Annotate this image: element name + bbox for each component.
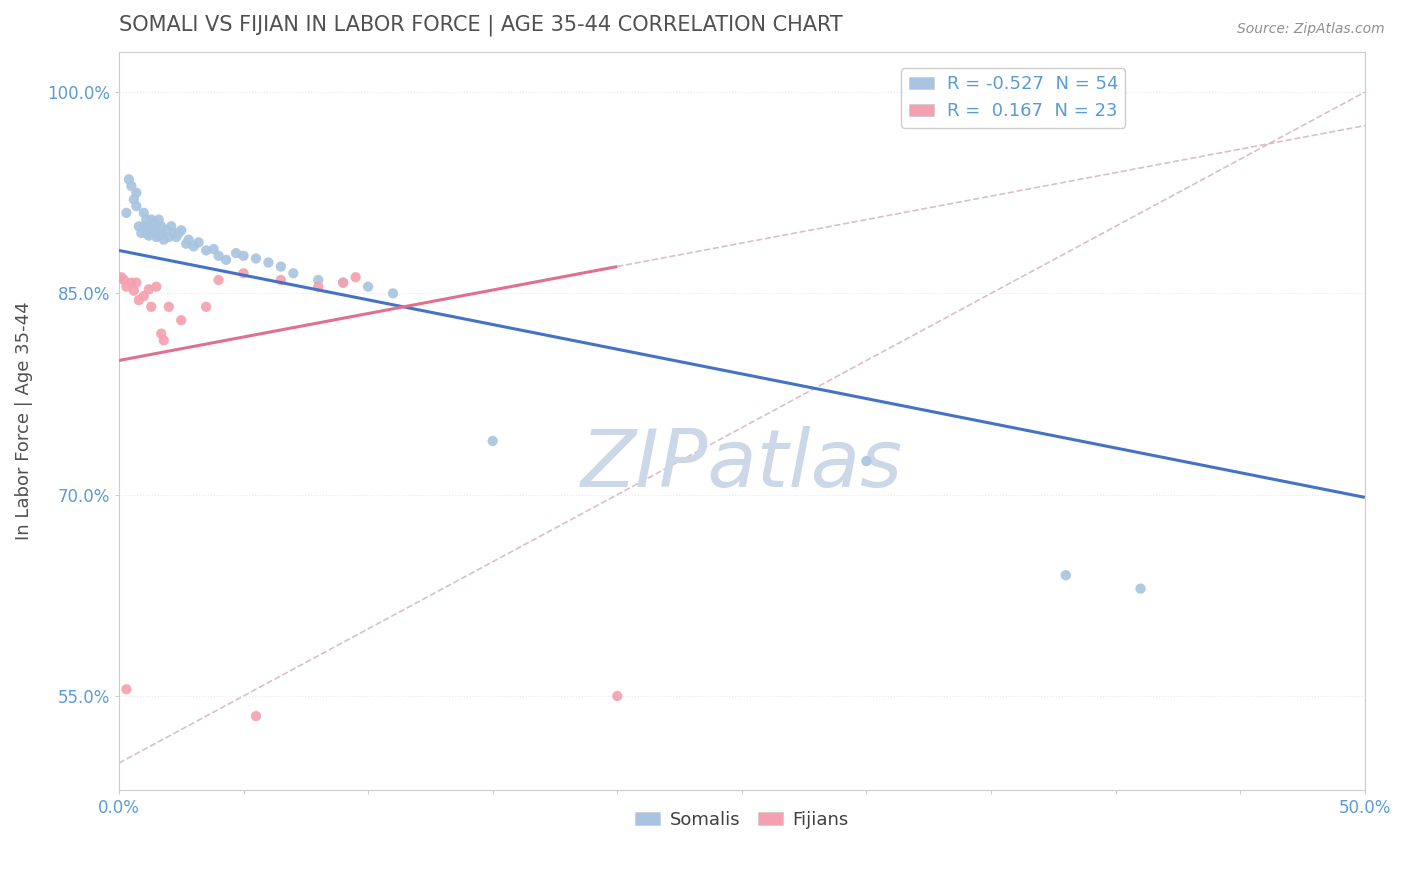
Point [307,279,329,293]
Point [332,276,354,290]
Point [202,242,225,256]
Point [167,226,190,240]
Point [138,219,160,234]
Point [155,223,177,237]
Point [115,206,138,220]
Point [141,212,163,227]
Point [855,454,877,468]
Point [132,289,155,303]
Point [157,300,180,314]
Point [245,252,267,266]
Point [344,270,367,285]
Point [225,246,247,260]
Point [207,273,229,287]
Point [160,219,183,234]
Point [148,212,170,227]
Y-axis label: In Labor Force | Age 35-44: In Labor Force | Age 35-44 [15,301,32,541]
Point [177,233,200,247]
Point [132,206,155,220]
Point [257,255,280,269]
Point [187,235,209,250]
Point [145,279,167,293]
Text: SOMALI VS FIJIAN IN LABOR FORCE | AGE 35-44 CORRELATION CHART: SOMALI VS FIJIAN IN LABOR FORCE | AGE 35… [120,15,842,37]
Point [122,284,145,298]
Point [174,236,197,251]
Point [207,249,229,263]
Point [125,276,148,290]
Point [283,266,305,280]
Point [138,228,160,243]
Point [145,219,167,234]
Text: ZIPatlas: ZIPatlas [581,426,903,504]
Point [115,279,138,293]
Point [195,244,218,258]
Point [148,228,170,243]
Point [481,434,503,448]
Legend: Somalis, Fijians: Somalis, Fijians [628,804,856,836]
Point [120,179,142,194]
Point [606,689,628,703]
Point [112,273,135,287]
Point [141,226,163,240]
Point [125,199,148,213]
Point [145,230,167,244]
Point [141,300,163,314]
Point [118,172,141,186]
Point [357,279,380,293]
Point [1054,568,1077,582]
Point [165,230,187,244]
Point [150,326,173,341]
Point [157,230,180,244]
Point [163,226,186,240]
Point [142,222,165,236]
Point [125,186,148,200]
Point [142,215,165,229]
Point [128,293,150,307]
Point [1129,582,1152,596]
Point [170,223,193,237]
Point [152,334,174,348]
Point [135,226,157,240]
Point [245,709,267,723]
Point [131,226,153,240]
Point [170,313,193,327]
Point [232,249,254,263]
Point [115,682,138,697]
Point [110,270,132,285]
Point [150,219,173,234]
Point [122,193,145,207]
Point [128,219,150,234]
Text: Source: ZipAtlas.com: Source: ZipAtlas.com [1237,22,1385,37]
Point [150,226,173,240]
Point [183,239,205,253]
Point [120,276,142,290]
Point [382,286,405,301]
Point [132,219,155,234]
Point [195,300,218,314]
Point [138,282,160,296]
Point [152,233,174,247]
Point [307,273,329,287]
Point [270,260,292,274]
Point [332,276,354,290]
Point [270,273,292,287]
Point [135,212,157,227]
Point [215,252,238,267]
Point [232,266,254,280]
